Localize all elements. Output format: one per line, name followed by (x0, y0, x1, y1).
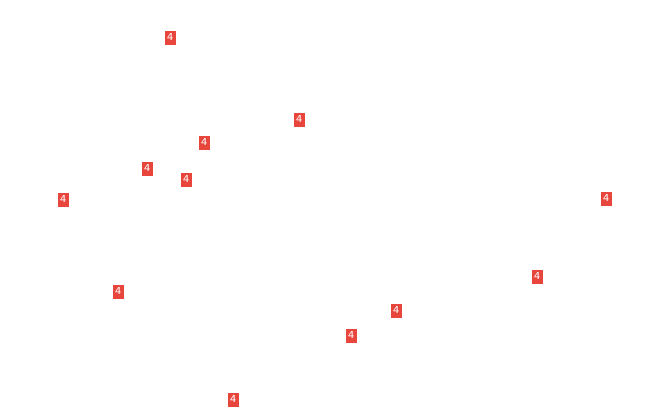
number-badge[interactable]: 4 (293, 113, 305, 127)
number-badge[interactable]: 4 (141, 162, 153, 176)
number-badge[interactable]: 4 (227, 393, 239, 407)
number-badge[interactable]: 4 (164, 31, 176, 45)
number-badge[interactable]: 4 (112, 285, 124, 299)
number-badge[interactable]: 4 (531, 270, 543, 284)
number-badge[interactable]: 4 (180, 173, 192, 187)
number-badge[interactable]: 4 (345, 329, 357, 343)
number-badge[interactable]: 4 (198, 136, 210, 150)
number-badge[interactable]: 4 (600, 192, 612, 206)
number-badge[interactable]: 4 (390, 304, 402, 318)
number-badge[interactable]: 4 (57, 193, 69, 207)
